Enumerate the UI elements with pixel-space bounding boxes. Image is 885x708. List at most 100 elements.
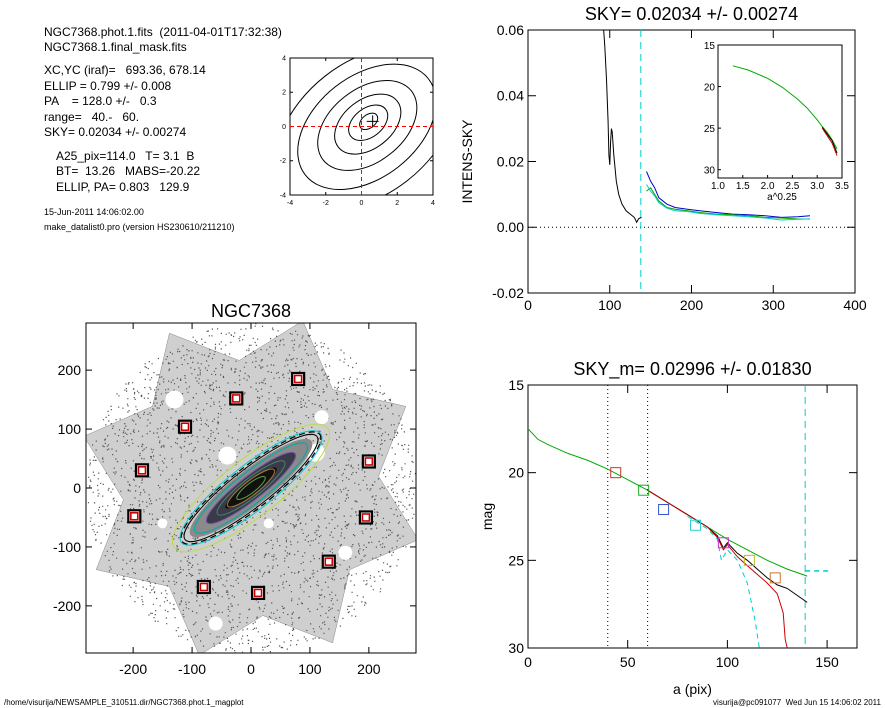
sky-box-inner [180, 422, 190, 432]
contour-xtick-label: -2 [323, 200, 329, 207]
mag-marker [689, 519, 701, 531]
contour-xtick-label: 0 [360, 200, 364, 207]
galaxy [171, 423, 331, 553]
contour-xtick-label: -4 [287, 200, 293, 207]
param-xcyc: XC,YC (iraf)= 693.36, 678.14 [44, 63, 206, 77]
sky-xtick-label: 0 [524, 297, 532, 313]
param-pa: PA = 128.0 +/- 0.3 [44, 94, 157, 108]
sky-box-inner [253, 588, 263, 598]
run-date: 15-Jun-2011 14:06:02.00 [44, 207, 144, 217]
inset-xtick-label: 2.0 [761, 181, 775, 192]
param-a25: A25_pix=114.0 T= 3.1 B [56, 149, 195, 163]
image-title: NGC7368 [211, 301, 291, 321]
inset-ytick-label: 30 [704, 166, 716, 177]
contour-ytick-label: 4 [282, 55, 286, 62]
contour-xtick-label: 2 [395, 200, 399, 207]
sky-ytick-label: -0.02 [492, 285, 524, 301]
sky-ytick-label: 0.00 [497, 219, 524, 235]
contour-level [334, 93, 402, 155]
sky-series-2 [646, 187, 810, 220]
inset-xtick-label: 2.5 [785, 181, 799, 192]
mag-series-1 [647, 489, 808, 603]
footer-path: /home/visurija/NEWSAMPLE_310511.dir/NGC7… [4, 698, 244, 707]
contour-xtick-label: 4 [431, 200, 435, 207]
image-ytick-label: 0 [73, 480, 81, 496]
param-ellip-pa: ELLIP, PA= 0.803 129.9 [56, 180, 190, 194]
mask-hole [208, 616, 223, 631]
inset-xtick-label: 1.5 [736, 181, 750, 192]
sky-series-0 [603, 30, 642, 224]
inset-ytick-label: 25 [704, 124, 716, 135]
image-xtick-label: 100 [298, 661, 322, 677]
sky-box-inner [199, 582, 209, 592]
inset-ytick-label: 15 [704, 41, 716, 52]
contour-level [348, 104, 389, 141]
mask-hole [165, 390, 184, 409]
contour-lines [290, 58, 433, 195]
mag-xlabel: a (pix) [673, 681, 712, 697]
isophote-ellipse [183, 433, 319, 543]
image-xtick-label: 0 [247, 661, 255, 677]
mag-xtick-label: 100 [716, 654, 740, 670]
mag-ytick-label: 25 [508, 552, 524, 568]
footer-user: visurija@pc091077 Wed Jun 15 14:06:02 20… [713, 698, 881, 707]
mag-xtick-label: 0 [524, 654, 532, 670]
contour-ytick-label: -4 [280, 192, 286, 199]
inset-xlabel: a^0.25 [767, 192, 797, 203]
sky-ylabel: INTENS-SKY [459, 119, 475, 204]
sky-ytick-label: 0.04 [497, 88, 524, 104]
sky-xtick-label: 300 [762, 297, 786, 313]
mask-hole [338, 545, 353, 560]
image-xtick-label: -200 [119, 661, 147, 677]
sky-box-inner [324, 557, 334, 566]
sky-title: SKY= 0.02034 +/- 0.00274 [585, 4, 798, 24]
mask-hole [218, 446, 237, 465]
isophote-ellipse [179, 430, 323, 546]
inset-series-1 [821, 127, 838, 154]
isophote-ellipse [236, 475, 266, 501]
contour-level [290, 58, 433, 195]
image-ytick-label: -100 [53, 539, 81, 555]
sky-box-inner [130, 511, 139, 521]
mask-hole [314, 410, 329, 425]
param-ellip: ELLIP = 0.799 +/- 0.008 [44, 79, 172, 93]
isophote-ellipse [205, 451, 297, 525]
mag-title: SKY_m= 0.02996 +/- 0.01830 [573, 359, 811, 380]
mag-series-3 [687, 516, 760, 648]
isophote-ellipse [216, 460, 286, 516]
contour-ytick-label: -2 [280, 158, 286, 165]
mag-marker [769, 572, 781, 584]
mag-xtick-label: 50 [620, 654, 636, 670]
sky-ytick-label: 0.02 [497, 153, 524, 169]
image-ytick-label: 200 [58, 362, 82, 378]
contour-level [317, 80, 418, 171]
mag-frame [527, 384, 858, 649]
inset-series-2 [821, 127, 838, 156]
param-bt: BT= 13.26 MABS=-20.22 [56, 164, 201, 178]
mag-marker [658, 503, 670, 515]
mask-title: NGC7368.1.final_mask.fits [44, 40, 187, 54]
image-ytick-label: 100 [58, 421, 82, 437]
mag-series-2 [647, 489, 788, 648]
image-xtick-label: -100 [178, 661, 206, 677]
mag-ytick-label: 30 [508, 640, 524, 656]
mag-marker [743, 554, 755, 566]
mag-ylabel: mag [479, 503, 495, 530]
param-sky: SKY= 0.02034 +/- 0.00274 [44, 125, 187, 139]
inset-xtick-label: 1.0 [711, 181, 725, 192]
param-range: range= 40.- 60. [44, 110, 140, 124]
image-field [86, 323, 416, 653]
image-xtick-label: 200 [357, 661, 381, 677]
inset-ytick-label: 20 [704, 83, 716, 94]
mag-xtick-label: 150 [815, 654, 839, 670]
aperture-ellipse [180, 431, 322, 545]
inset-xtick-label: 3.0 [810, 181, 824, 192]
file-title: NGC7368.phot.1.fits (2011-04-01T17:32:38… [44, 25, 282, 39]
mag-marker [638, 484, 650, 496]
program-version: make_datalist0.pro (version HS230610/211… [44, 222, 235, 232]
isophote-ellipse [193, 442, 309, 534]
sky-box-inner [361, 513, 371, 522]
